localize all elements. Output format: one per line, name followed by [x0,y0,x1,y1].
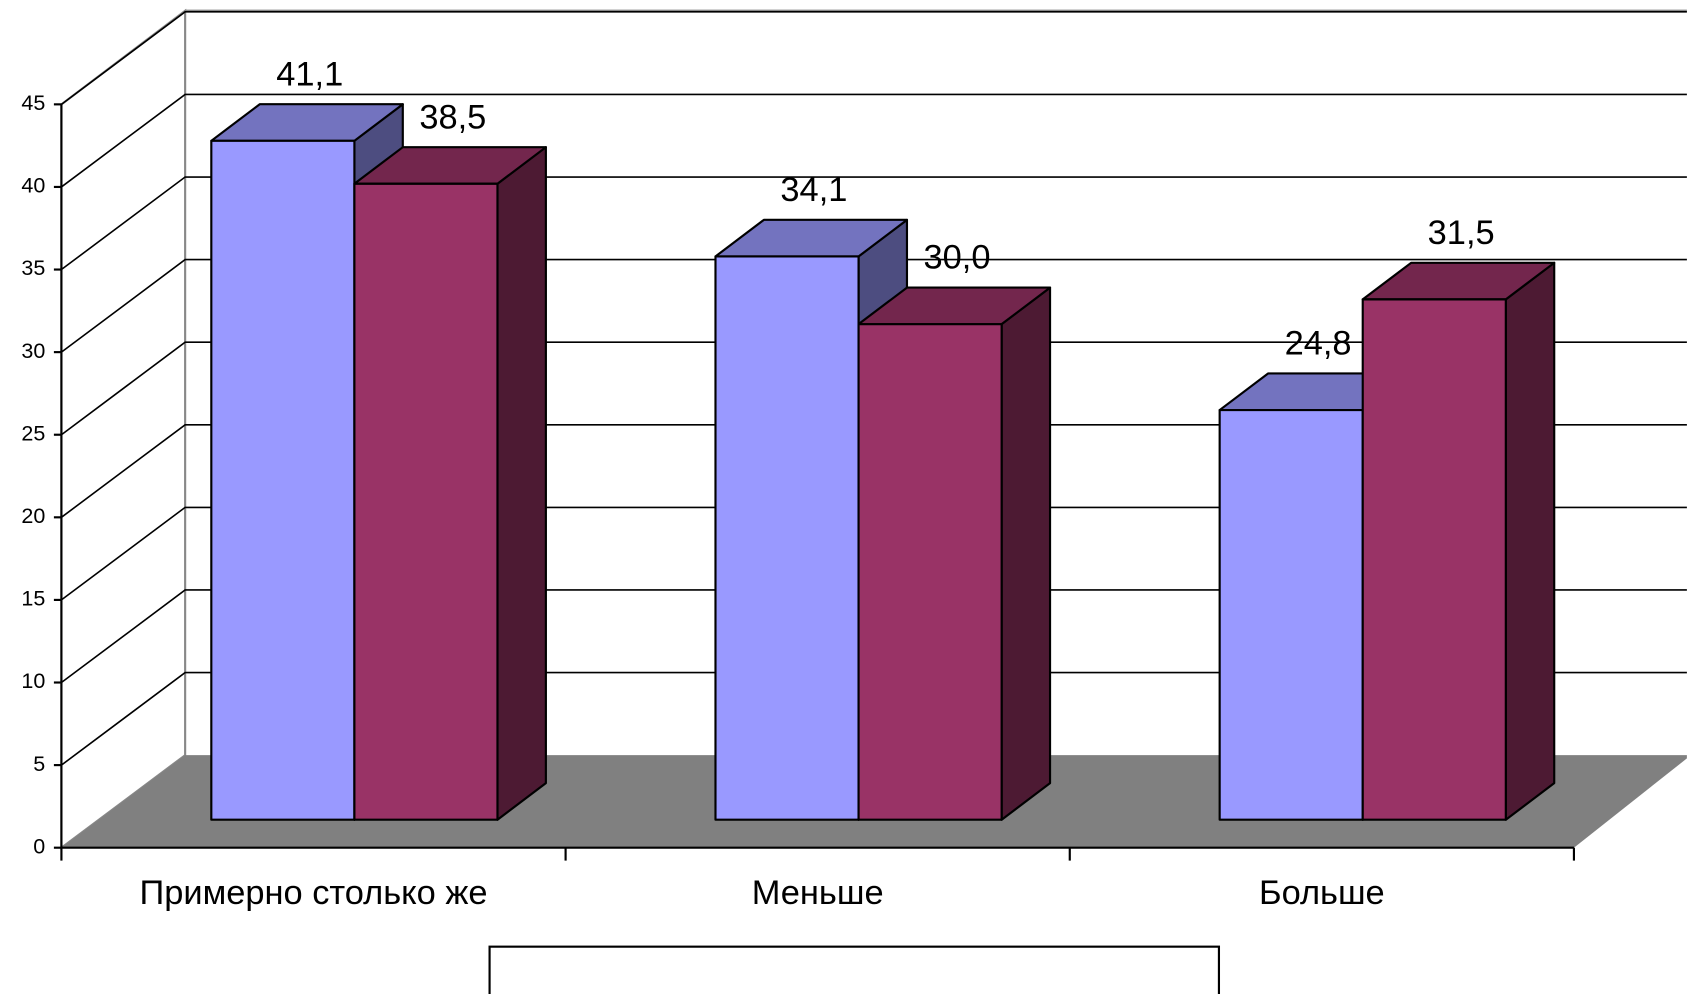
y-tick-label: 20 [21,504,45,528]
bar-front [210,139,356,821]
value-label: 30,0 [924,239,991,277]
legend-box [488,945,1221,994]
grid-line [60,93,1687,188]
grid-line [60,423,1687,518]
value-label: 41,1 [276,55,343,93]
y-tick-label: 25 [21,421,45,445]
bar-side [1504,261,1556,821]
bar-front [714,255,860,821]
value-label: 34,1 [780,171,847,209]
value-label: 24,8 [1285,325,1352,363]
side-wall [60,8,187,850]
grid-line [60,506,1687,601]
y-tick-label: 5 [33,752,45,776]
y-tick-label: 0 [33,834,45,858]
bar [857,286,1052,821]
bar-side [1000,286,1052,821]
grid-line [60,176,1687,271]
y-tick-label: 10 [21,669,45,693]
value-label: 38,5 [419,98,486,136]
grid-line [60,258,1687,353]
y-tick-label: 45 [21,91,45,115]
bar [353,146,547,821]
grid-line [60,341,1687,436]
y-tick-label: 15 [21,587,45,611]
bar [1361,261,1556,821]
grid-line [60,589,1687,684]
y-tick-label: 30 [21,339,45,363]
value-label: 31,5 [1428,214,1495,252]
bar-front [353,182,499,821]
bar-side [496,146,547,821]
grid-line [60,671,1687,766]
grid-line [60,11,1687,105]
x-tick-label: Примерно столько же [140,874,488,912]
bar-front [1361,298,1507,821]
y-tick-label: 35 [21,256,45,280]
y-tick-label: 40 [21,174,45,198]
bar-front [1218,408,1364,821]
bar-front [857,323,1003,821]
x-tick-label: Больше [1259,874,1385,912]
x-tick-label: Меньше [752,874,884,912]
